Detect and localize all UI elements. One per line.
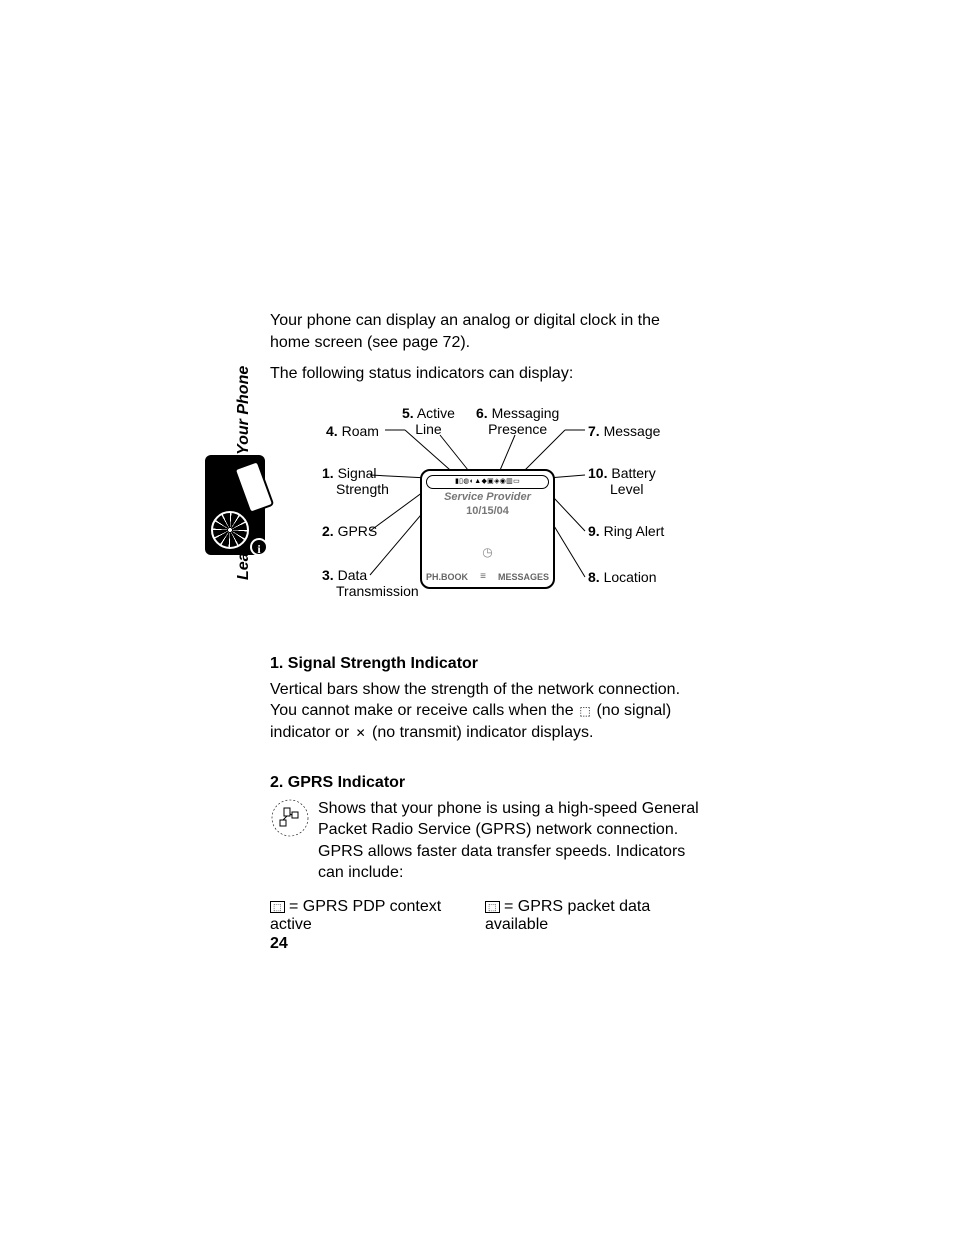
status-diagram: ▮▯◍◐▲◆▣◈◉▥▭ Service Provider 10/15/04 ◷ …	[300, 405, 670, 625]
callout-4: 4. Roam	[326, 423, 379, 439]
section-2-body: Shows that your phone is using a high-sp…	[318, 798, 700, 884]
softkey-mid: ≡	[480, 571, 486, 582]
page-number: 24	[270, 935, 288, 953]
callout-9: 9. Ring Alert	[588, 523, 664, 539]
gprs-col-1: ⬚ = GPRS PDP context active	[270, 898, 485, 934]
status-bar-icons: ▮▯◍◐▲◆▣◈◉▥▭	[426, 475, 549, 489]
gprs-pdp-icon: ⬚	[270, 901, 285, 913]
service-provider-text: Service Provider	[422, 491, 553, 503]
callout-3: 3. Data Transmission	[322, 567, 419, 599]
section-1-body: Vertical bars show the strength of the n…	[270, 679, 700, 744]
intro-paragraph-2: The following status indicators can disp…	[270, 363, 700, 385]
phone-screen: ▮▯◍◐▲◆▣◈◉▥▭ Service Provider 10/15/04 ◷ …	[420, 469, 555, 589]
clock-icon: ◷	[482, 545, 492, 559]
no-signal-icon: ⬚	[578, 703, 592, 719]
softkey-right: MESSAGES	[498, 572, 549, 582]
callout-6: 6. Messaging Presence	[476, 405, 559, 437]
callout-10: 10. Battery Level	[588, 465, 656, 497]
callout-2: 2. GPRS	[322, 523, 377, 539]
callout-5: 5. Active Line	[402, 405, 455, 437]
intro-paragraph-1: Your phone can display an analog or digi…	[270, 310, 700, 353]
softkey-bar: PH.BOOK ≡ MESSAGES	[426, 570, 549, 584]
gprs-col-2: ⬚ = GPRS packet data available	[485, 898, 700, 934]
callout-7: 7. Message	[588, 423, 660, 439]
page-content: Your phone can display an analog or digi…	[270, 310, 700, 934]
callout-8: 8. Location	[588, 569, 657, 585]
section-2-heading: 2. GPRS Indicator	[270, 774, 700, 792]
info-badge-icon: i	[250, 538, 268, 556]
gprs-packet-icon: ⬚	[485, 901, 500, 913]
gprs-indicator-table: ⬚ = GPRS PDP context active ⬚ = GPRS pac…	[270, 898, 700, 934]
callout-1: 1. Signal Strength	[322, 465, 389, 497]
network-subscriber-icon	[270, 798, 310, 838]
section-1-heading: 1. Signal Strength Indicator	[270, 655, 700, 673]
screen-date: 10/15/04	[422, 505, 553, 517]
softkey-left: PH.BOOK	[426, 572, 468, 582]
no-transmit-icon: ✕	[354, 725, 368, 741]
